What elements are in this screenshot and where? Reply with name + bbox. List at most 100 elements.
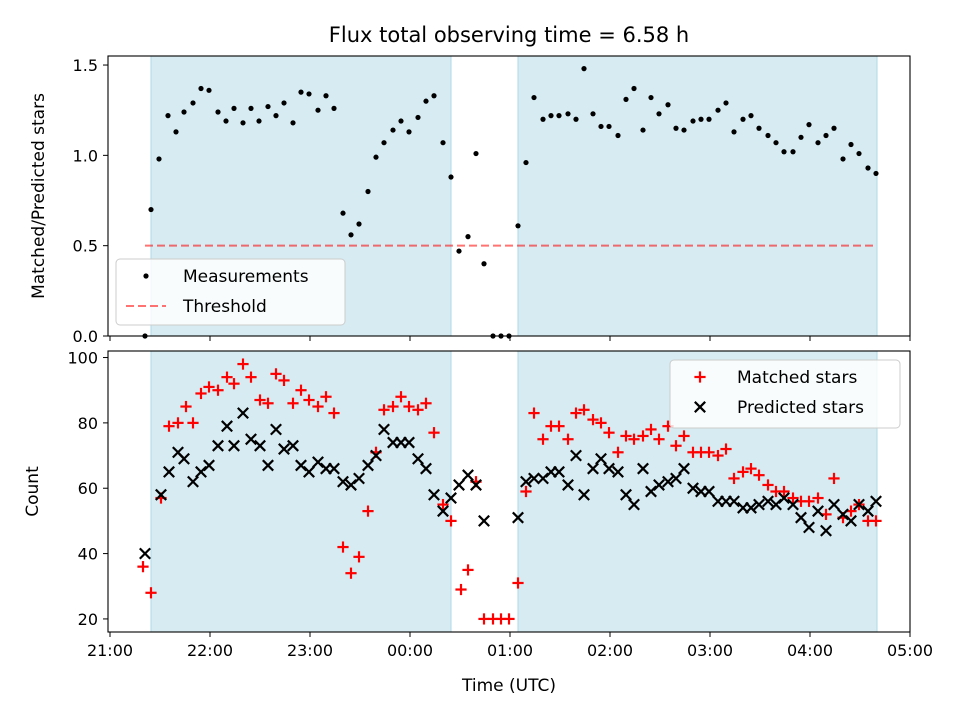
predicted-star-point: [570, 449, 582, 462]
predicted-star-point: [603, 462, 615, 475]
predicted-star-point: [278, 443, 290, 456]
matched-star-point: [578, 404, 590, 416]
predicted-star-point: [687, 482, 699, 495]
measurement-point: [823, 132, 829, 139]
ratio-y-axis-label: Matched/Predicted stars: [29, 93, 49, 299]
count-y-tick-label: 80: [78, 414, 98, 433]
measurement-point: [340, 210, 346, 216]
figure-title: Flux total observing time = 6.58 h: [329, 23, 689, 47]
measurement-point: [356, 221, 362, 227]
predicted-star-point: [812, 505, 824, 518]
count-legend-label: Predicted stars: [737, 398, 864, 418]
matched-star-point: [753, 469, 765, 481]
matched-star-point: [812, 492, 824, 504]
count-legend: Matched stars Predicted stars: [669, 359, 901, 429]
measurement-point: [706, 116, 712, 122]
matched-star-point: [637, 430, 649, 442]
measurement-point: [165, 113, 171, 119]
matched-star-point: [395, 391, 407, 403]
measurement-point: [323, 93, 329, 99]
matched-star-point: [195, 387, 207, 400]
measurement-point: [740, 116, 746, 122]
measurement-point: [273, 113, 279, 119]
matched-star-point: [528, 407, 540, 419]
matched-star-point: [203, 381, 215, 393]
matched-star-point: [172, 417, 184, 429]
measurement-point: [681, 127, 687, 133]
predicted-star-point: [578, 488, 590, 501]
matched-star-point: [620, 430, 632, 442]
matched-star-point: [163, 420, 175, 432]
matched-star-point: [312, 400, 324, 413]
matched-star-point: [353, 551, 365, 563]
ratio-y-tick-label: 0.0: [73, 327, 98, 346]
legend-matched-swatch: [694, 371, 706, 383]
predicted-star-point: [462, 469, 474, 482]
predicted-star-point: [245, 433, 257, 446]
predicted-star-point: [637, 462, 649, 475]
measurement-point: [415, 114, 421, 121]
predicted-star-point: [378, 423, 390, 436]
count-legend-label: Matched stars: [737, 368, 857, 388]
predicted-star-point: [803, 521, 815, 534]
measurement-point: [406, 129, 412, 135]
predicted-star-point: [178, 452, 190, 465]
measurement-point: [731, 129, 737, 135]
count-x-tick-label: 22:00: [187, 641, 233, 660]
matched-star-point: [562, 433, 574, 445]
matched-star-point: [570, 407, 582, 419]
predicted-star-point: [228, 439, 240, 452]
measurement-point: [656, 111, 662, 117]
predicted-star-point: [303, 465, 315, 478]
predicted-star-point: [845, 514, 857, 527]
measurement-point: [698, 116, 704, 122]
matched-star-point: [254, 394, 266, 406]
measurement-point: [848, 141, 854, 148]
count-x-tick-label: 04:00: [787, 641, 833, 660]
measurement-point: [281, 100, 287, 106]
measurement-point: [623, 96, 629, 102]
ratio-x-ticks: [109, 336, 911, 341]
matched-star-point: [628, 433, 640, 445]
measurement-point: [206, 87, 212, 93]
matched-star-point: [612, 446, 624, 458]
measurement-point: [465, 234, 471, 240]
ratio-y-tick-label: 0.5: [73, 237, 98, 256]
predicted-star-point: [870, 495, 882, 508]
measurement-point: [648, 94, 654, 101]
ratio-shaded-interval: [518, 56, 877, 336]
measurement-point: [390, 127, 396, 133]
matched-star-point: [180, 400, 192, 413]
matched-star-point: [212, 384, 224, 396]
measurement-points: [142, 66, 879, 339]
matched-star-point: [137, 561, 149, 573]
measurement-point: [565, 111, 571, 117]
measurement-point: [815, 140, 821, 146]
matched-star-point: [237, 358, 249, 370]
measurement-point: [540, 116, 546, 122]
predicted-star-point: [139, 547, 151, 560]
matched-star-point: [221, 371, 233, 383]
measurement-point: [365, 188, 371, 195]
matched-star-point: [387, 400, 399, 413]
matched-star-point: [745, 463, 757, 475]
matched-star-point: [303, 394, 315, 406]
matched-star-point: [720, 443, 732, 455]
matched-star-point: [445, 515, 457, 527]
predicted-star-point: [853, 498, 865, 511]
matched-star-point: [703, 446, 715, 458]
measurement-point: [598, 123, 604, 130]
measurement-point: [665, 102, 671, 108]
matched-star-point: [728, 472, 740, 485]
measurement-point: [531, 94, 537, 101]
count-y-tick-label: 20: [78, 610, 98, 629]
count-x-tick-label: 21:00: [87, 641, 133, 660]
predicted-star-point: [212, 439, 224, 452]
measurement-point: [615, 132, 621, 139]
predicted-star-point: [778, 492, 790, 505]
measurement-point: [673, 125, 679, 131]
matched-star-point: [762, 479, 774, 491]
measurement-point: [773, 140, 779, 146]
measurement-point: [581, 66, 587, 72]
matched-star-point: [653, 433, 665, 445]
